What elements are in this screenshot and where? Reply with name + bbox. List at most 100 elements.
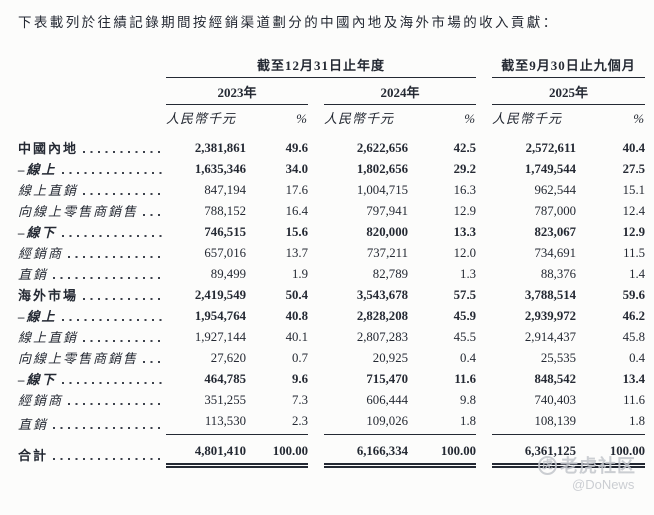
header-gap (476, 78, 492, 105)
year-header-2025: 2025年 (492, 77, 646, 105)
rmb-value: 823,067 (534, 225, 577, 239)
percent-value: 1.9 (292, 267, 308, 281)
percent-value: 13.3 (453, 225, 477, 239)
percent-value: 45.9 (453, 309, 477, 323)
row-label-text: 中國內地 (18, 141, 79, 156)
row-label-text: 海外市場 (18, 288, 79, 303)
percent-value: 50.4 (285, 288, 308, 302)
table-row: 海外市場 2,419,549 50.4 3,543,678 57.5 3,788,514 5… (18, 285, 645, 306)
unit-header-2025: 人民幣千元 (492, 111, 563, 126)
table-row: 線上直銷 1,927,144 40.1 2,807,283 45.5 2,914,437 4… (18, 327, 645, 348)
column-gap (476, 411, 492, 435)
column-gap (308, 327, 324, 348)
table-row: 中國內地 2,381,861 49.6 2,622,656 42.5 2,572,611 4… (18, 138, 645, 159)
header-gap (308, 105, 324, 139)
column-gap (308, 435, 324, 466)
year-header-2024: 2024年 (324, 77, 477, 105)
unit-header-2023: 人民幣千元 (166, 111, 237, 126)
rmb-value: 962,544 (534, 183, 577, 197)
dot-leader (53, 277, 164, 279)
rmb-value: 6,166,334 (324, 434, 408, 468)
table-row: 直銷 89,499 1.9 82,789 1.3 88,376 1.4 (18, 264, 645, 285)
rmb-value: 88,376 (540, 267, 577, 281)
header-gap (476, 105, 492, 139)
dot-leader (83, 151, 164, 153)
table-row: –線上 1,635,346 34.0 1,802,656 29.2 1,749,544 27… (18, 159, 645, 180)
percent-value: 1.3 (460, 267, 477, 281)
rmb-value: 108,139 (492, 411, 577, 435)
row-label-text: 線上直銷 (18, 183, 79, 198)
dot-leader (143, 214, 164, 216)
percent-value: 45.5 (453, 330, 477, 344)
column-gap (308, 180, 324, 201)
percent-value: 59.6 (622, 288, 646, 302)
percent-value: 15.1 (622, 183, 646, 197)
percent-value: 100.00 (576, 434, 646, 468)
row-label-text: 直銷 (18, 267, 49, 282)
percent-value: 12.9 (622, 225, 646, 239)
row-label-cell: 直銷 (18, 264, 166, 285)
row-label-cell: –線下 (18, 222, 166, 243)
rmb-value: 820,000 (366, 225, 408, 239)
table-row: 直銷 113,530 2.3 109,026 1.8 108,139 1.8 (18, 411, 646, 435)
column-gap (476, 264, 492, 285)
percent-value: 7.3 (292, 393, 308, 407)
watermark-handle: @DoNews (572, 477, 635, 492)
percent-value: 1.8 (408, 411, 477, 435)
header-spacer (18, 105, 166, 139)
unit-header-row: 人民幣千元 % 人民幣千元 % 人民幣千元 % (18, 105, 645, 139)
header-gap (476, 58, 492, 78)
row-label-text: 向線上零售商銷售 (18, 351, 139, 366)
column-gap (476, 159, 492, 180)
table-row: 合計 4,801,410 100.00 6,166,334 100.00 6,361,12… (18, 434, 646, 468)
rmb-value: 1,004,715 (356, 183, 408, 197)
percent-value: 11.5 (623, 246, 646, 260)
rmb-value: 746,515 (204, 225, 246, 239)
percent-value: 9.8 (460, 393, 477, 407)
header-spacer (18, 78, 166, 105)
row-label-text: 線上直銷 (18, 330, 79, 345)
percent-value: 40.4 (622, 141, 646, 155)
column-gap (476, 180, 492, 201)
period-header-nine-months: 截至9月30日止九個月 (492, 58, 646, 78)
column-gap (476, 390, 492, 411)
column-gap (308, 222, 324, 243)
percent-value: 2.3 (246, 411, 308, 435)
rmb-value: 109,026 (324, 411, 408, 435)
percent-value: 0.7 (292, 351, 308, 365)
dot-leader (83, 340, 164, 342)
column-gap (476, 138, 492, 159)
pct-header-2024: % (464, 111, 477, 126)
rmb-value: 89,499 (210, 267, 246, 281)
table-row: –線下 746,515 15.6 820,000 13.3 823,067 12.9 (18, 222, 645, 243)
row-label-cell: 向線上零售商銷售 (18, 201, 166, 222)
dot-leader (61, 235, 164, 237)
percent-value: 46.2 (622, 309, 646, 323)
table-row: 向線上零售商銷售 788,152 16.4 797,941 12.9 787,000 12.… (18, 201, 645, 222)
rmb-value: 2,572,611 (525, 141, 577, 155)
percent-value: 100.00 (408, 434, 477, 468)
percent-value: 1.8 (576, 411, 646, 435)
percent-value: 16.3 (453, 183, 477, 197)
year-header-2023: 2023年 (166, 77, 308, 105)
rmb-value: 787,000 (534, 204, 577, 218)
row-label-cell: 線上直銷 (18, 327, 166, 348)
percent-value: 40.8 (285, 309, 308, 323)
rmb-value: 2,828,208 (356, 309, 408, 323)
row-label-cell: –線上 (18, 306, 166, 327)
column-gap (308, 369, 324, 390)
column-gap (476, 201, 492, 222)
table-row: –線下 464,785 9.6 715,470 11.6 848,542 13.4 (18, 369, 645, 390)
dot-leader (83, 193, 164, 195)
column-gap (308, 411, 324, 435)
percent-value: 9.6 (292, 372, 308, 386)
percent-value: 49.6 (285, 141, 308, 155)
rmb-value: 848,542 (534, 372, 577, 386)
rmb-value: 1,749,544 (524, 162, 577, 176)
percent-value: 40.1 (285, 330, 308, 344)
revenue-table: 截至12月31日止年度 截至9月30日止九個月 2023年 2024年 2025… (18, 58, 646, 468)
page-title: 下表載列於往績記錄期間按經銷渠道劃分的中國內地及海外市場的收入貢獻： (18, 15, 559, 30)
dot-leader (68, 403, 164, 405)
rmb-value: 4,801,410 (166, 434, 246, 468)
rmb-value: 1,635,346 (194, 162, 246, 176)
